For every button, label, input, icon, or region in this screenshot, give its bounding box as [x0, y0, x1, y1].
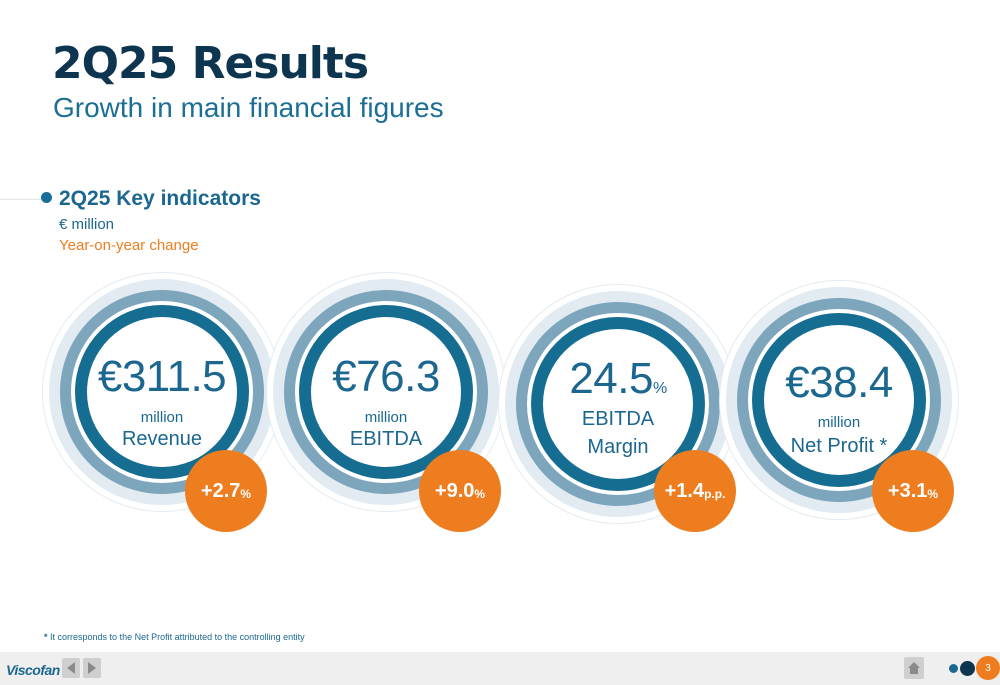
indicator-unit: million	[817, 414, 861, 431]
change-badge-ebitda: +9.0%	[419, 450, 501, 532]
footnote-text: It corresponds to the Net Profit attribu…	[50, 632, 305, 642]
change-suffix: %	[240, 487, 252, 501]
change-suffix: p.p.	[704, 487, 726, 501]
page-number-badge: 3	[976, 656, 1000, 680]
indicator-value: €38.4	[785, 358, 893, 407]
section-divider	[0, 199, 42, 200]
arrow-left-icon	[67, 662, 75, 674]
page-indicator-dot	[949, 664, 958, 673]
change-badge-revenue: +2.7%	[185, 450, 267, 532]
unit-label: € million	[59, 216, 115, 233]
footnote: * It corresponds to the Net Profit attri…	[44, 632, 305, 642]
change-suffix: %	[927, 487, 939, 501]
page-title: 2Q25 Results	[52, 38, 369, 89]
change-value: +3.1	[887, 479, 928, 502]
yoy-change-label: Year-on-year change	[59, 237, 199, 254]
indicator-unit: EBITDA	[581, 408, 655, 430]
indicator-unit: million	[140, 409, 184, 426]
indicator-label: Net Profit *	[790, 435, 888, 457]
page-subtitle: Growth in main financial figures	[53, 92, 444, 123]
change-value: +2.7	[200, 479, 241, 502]
indicator-label: Revenue	[121, 428, 203, 450]
indicator-value: 24.5%	[498, 354, 738, 404]
viscofan-logo: Viscofan	[6, 662, 60, 678]
prev-slide-button[interactable]	[62, 658, 80, 678]
next-slide-button[interactable]	[83, 658, 101, 678]
change-value: +1.4	[664, 479, 705, 502]
change-badge-net-profit: +3.1%	[872, 450, 954, 532]
indicator-ebitda-margin: 24.5% EBITDA Margin	[498, 284, 738, 524]
indicator-value-suffix: %	[652, 380, 667, 397]
section-title: 2Q25 Key indicators	[59, 187, 261, 210]
footnote-marker: *	[44, 632, 48, 642]
section-bullet-icon	[41, 192, 52, 203]
home-icon	[908, 662, 920, 674]
indicator-value: €76.3	[332, 352, 440, 401]
change-suffix: %	[474, 487, 486, 501]
indicator-value: €311.5	[97, 352, 227, 401]
indicator-label: EBITDA	[349, 428, 423, 450]
footer-bar: Viscofan 3	[0, 652, 1000, 685]
indicator-value-number: 24.5	[569, 354, 653, 403]
indicator-label: Margin	[587, 436, 649, 458]
page-indicator-dot	[960, 661, 975, 676]
home-button[interactable]	[904, 657, 924, 679]
indicator-unit: million	[364, 409, 408, 426]
change-badge-ebitda-margin: +1.4 p.p.	[654, 450, 736, 532]
change-value: +9.0	[434, 479, 475, 502]
arrow-right-icon	[88, 662, 96, 674]
